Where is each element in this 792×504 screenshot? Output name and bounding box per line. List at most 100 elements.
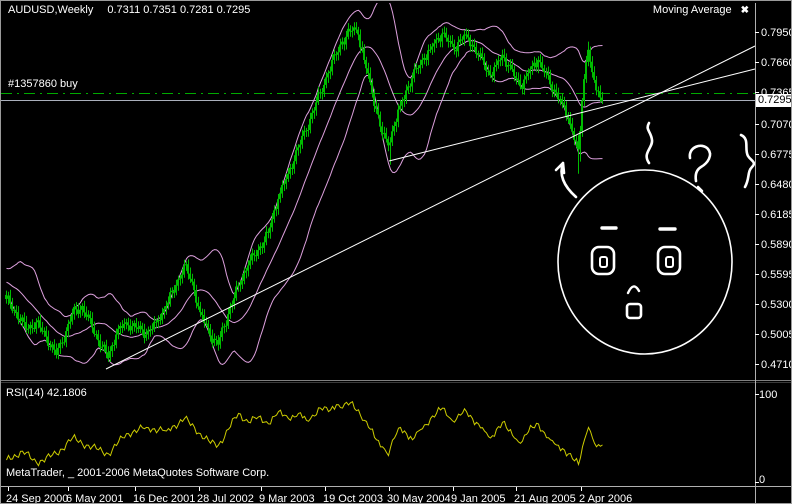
candle-body [199, 306, 201, 313]
price-axis-label: 0.4710 [761, 359, 792, 371]
rsi-indicator-label: RSI(14) 42.1806 [6, 387, 87, 399]
face-outline[interactable] [557, 169, 733, 355]
candle-body [533, 62, 535, 67]
trendline-1[interactable] [105, 45, 756, 370]
candle-body [491, 75, 493, 77]
candle-body [109, 351, 111, 358]
candle-body [13, 309, 15, 311]
candle-body [529, 69, 531, 74]
candle-body [161, 312, 163, 321]
candle-body [347, 28, 349, 37]
candle-body [139, 325, 141, 329]
left-eye [590, 245, 616, 276]
candle-body [521, 86, 523, 89]
candle-body [421, 59, 423, 65]
candle-body [113, 345, 115, 347]
candle-body [383, 132, 385, 135]
candle-body [469, 37, 471, 47]
candle-body [447, 37, 449, 42]
candle-body [37, 320, 39, 323]
candle-body [395, 121, 397, 126]
squiggle-doodle[interactable] [645, 121, 654, 165]
candle-body [343, 41, 345, 45]
candle-body [279, 193, 281, 200]
curly-brace-doodle[interactable] [739, 133, 756, 189]
ohlc-values: 0.7311 0.7351 0.7281 0.7295 [107, 4, 251, 16]
candle-body [65, 331, 67, 343]
candlestick-series [5, 22, 603, 362]
candle-body [349, 28, 351, 32]
candle-body [337, 52, 339, 55]
right-eye [656, 245, 682, 276]
candle-body [565, 105, 567, 116]
candle-body [445, 32, 447, 38]
candle-body [75, 306, 77, 310]
candle-body [573, 131, 575, 140]
trendline-2[interactable] [388, 68, 756, 162]
candle-body [385, 132, 387, 139]
candle-body [535, 62, 537, 68]
candle-body [221, 327, 223, 338]
candle-body [439, 38, 441, 42]
candle-body [101, 346, 103, 348]
candle-body [91, 318, 93, 328]
question-mark-doodle[interactable] [688, 144, 712, 193]
candle-body [53, 344, 55, 350]
candle-body [121, 326, 123, 328]
candle-body [185, 264, 187, 266]
candle-body [277, 199, 279, 209]
candle-body [267, 231, 269, 233]
candle-body [245, 270, 247, 273]
price-axis[interactable]: 0.79500.76600.73650.70700.67750.64800.61… [755, 27, 792, 483]
candle-body [317, 92, 319, 103]
candle-body [553, 89, 555, 92]
candle-body [61, 342, 63, 344]
candle-body [241, 280, 243, 285]
candle-body [437, 38, 439, 40]
candle-body [399, 105, 401, 110]
candle-body [233, 298, 235, 305]
candle-body [341, 41, 343, 45]
candle-body [531, 66, 533, 70]
candle-body [71, 314, 73, 322]
candle-body [103, 344, 105, 347]
candle-body [601, 97, 603, 102]
right-pupil [665, 256, 674, 268]
candle-body [389, 142, 391, 146]
price-axis-label: 0.6775 [761, 149, 792, 161]
candle-body [423, 57, 425, 60]
candle-body [271, 219, 273, 228]
curved-arrow-doodle[interactable] [554, 161, 578, 199]
candle-body [483, 57, 485, 65]
candle-body [89, 314, 91, 319]
doodles[interactable] [554, 121, 756, 199]
face-drawing[interactable] [557, 169, 733, 355]
candle-body [585, 62, 587, 80]
price-axis-label: 0.5300 [761, 299, 792, 311]
rsi-line [6, 400, 603, 467]
candle-body [207, 323, 209, 329]
price-axis-label: 0.5005 [761, 329, 792, 341]
candle-body [593, 72, 595, 80]
candle-body [131, 326, 133, 331]
candle-body [163, 308, 165, 313]
candle-body [525, 76, 527, 80]
candle-body [365, 59, 367, 69]
candle-body [501, 54, 503, 61]
candle-body [327, 73, 329, 78]
mouth [625, 302, 643, 320]
candle-body [459, 39, 461, 43]
candle-body [417, 68, 419, 70]
candle-body [87, 314, 89, 317]
candle-body [403, 99, 405, 101]
candle-body [549, 75, 551, 85]
candle-body [581, 100, 583, 132]
candle-body [209, 328, 211, 336]
expert-close-icon[interactable]: ✖ [740, 5, 749, 16]
candle-body [511, 64, 513, 70]
candle-body [165, 306, 167, 309]
candle-body [159, 320, 161, 321]
